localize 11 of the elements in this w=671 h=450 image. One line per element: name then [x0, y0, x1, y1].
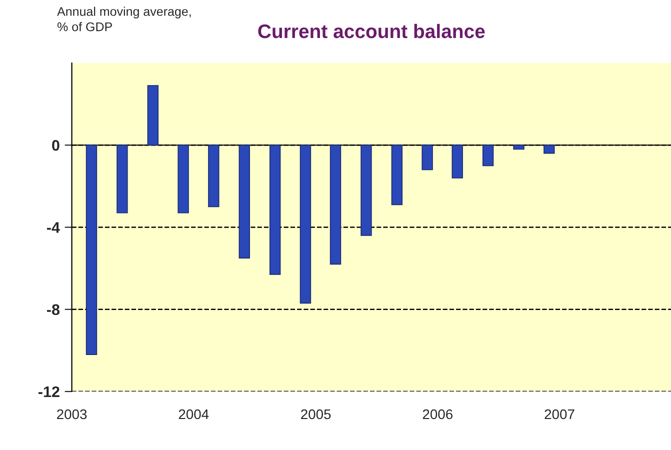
x-tick-label: 2005	[301, 409, 331, 420]
y-tick-label: -12	[38, 386, 60, 398]
y-tick-label: -8	[47, 304, 60, 316]
x-tick-label: 2004	[178, 409, 209, 420]
x-tick-label: 2007	[544, 409, 574, 420]
y-axis-title: Annual moving average, % of GDP	[57, 6, 191, 32]
y-tick-label: 0	[52, 140, 60, 151]
chart-title: Current account balance	[258, 24, 485, 38]
y-tick-label: -4	[47, 222, 60, 233]
x-tick-label: 2003	[57, 409, 87, 420]
x-tick-label: 2006	[422, 409, 452, 420]
